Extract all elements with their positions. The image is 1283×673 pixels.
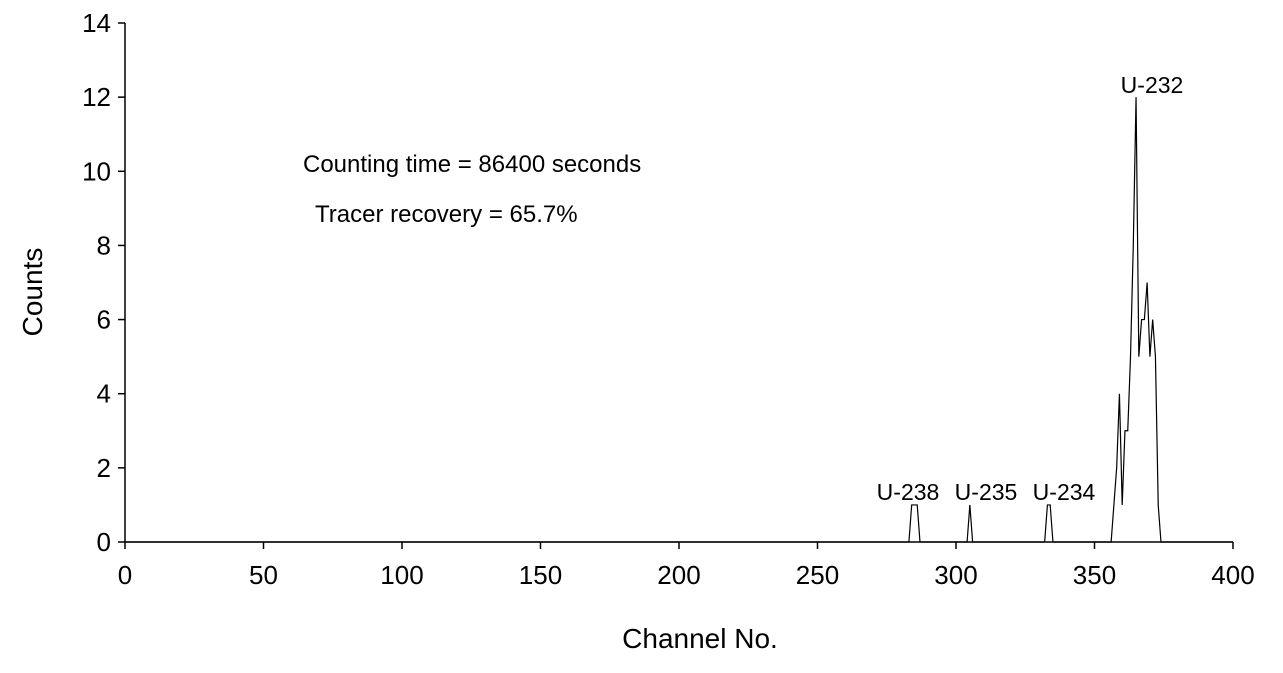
spectrum-line	[125, 97, 1233, 543]
annotation: U-235	[955, 479, 1018, 505]
annotation: Tracer recovery = 65.7%	[315, 201, 578, 228]
x-tick-label: 150	[519, 560, 562, 590]
x-tick-label: 250	[796, 560, 839, 590]
y-tick-label: 0	[97, 527, 111, 557]
annotation: Counting time = 86400 seconds	[303, 151, 641, 178]
x-axis-title: Channel No.	[622, 623, 778, 654]
x-tick-label: 350	[1073, 560, 1116, 590]
x-tick-label: 400	[1211, 560, 1254, 590]
y-tick-label: 10	[82, 156, 111, 186]
x-tick-label: 50	[249, 560, 278, 590]
annotation: U-234	[1033, 479, 1096, 505]
y-tick-label: 6	[97, 305, 111, 335]
y-tick-label: 8	[97, 230, 111, 260]
annotation: U-232	[1121, 72, 1184, 98]
y-tick-label: 2	[97, 453, 111, 483]
x-tick-label: 100	[380, 560, 423, 590]
y-tick-label: 12	[82, 82, 111, 112]
x-tick-label: 0	[118, 560, 132, 590]
y-tick-label: 14	[82, 8, 111, 38]
annotation: U-238	[877, 479, 940, 505]
y-axis-title: Counts	[17, 248, 48, 337]
x-tick-label: 200	[657, 560, 700, 590]
x-tick-label: 300	[934, 560, 977, 590]
y-tick-label: 4	[97, 379, 111, 409]
